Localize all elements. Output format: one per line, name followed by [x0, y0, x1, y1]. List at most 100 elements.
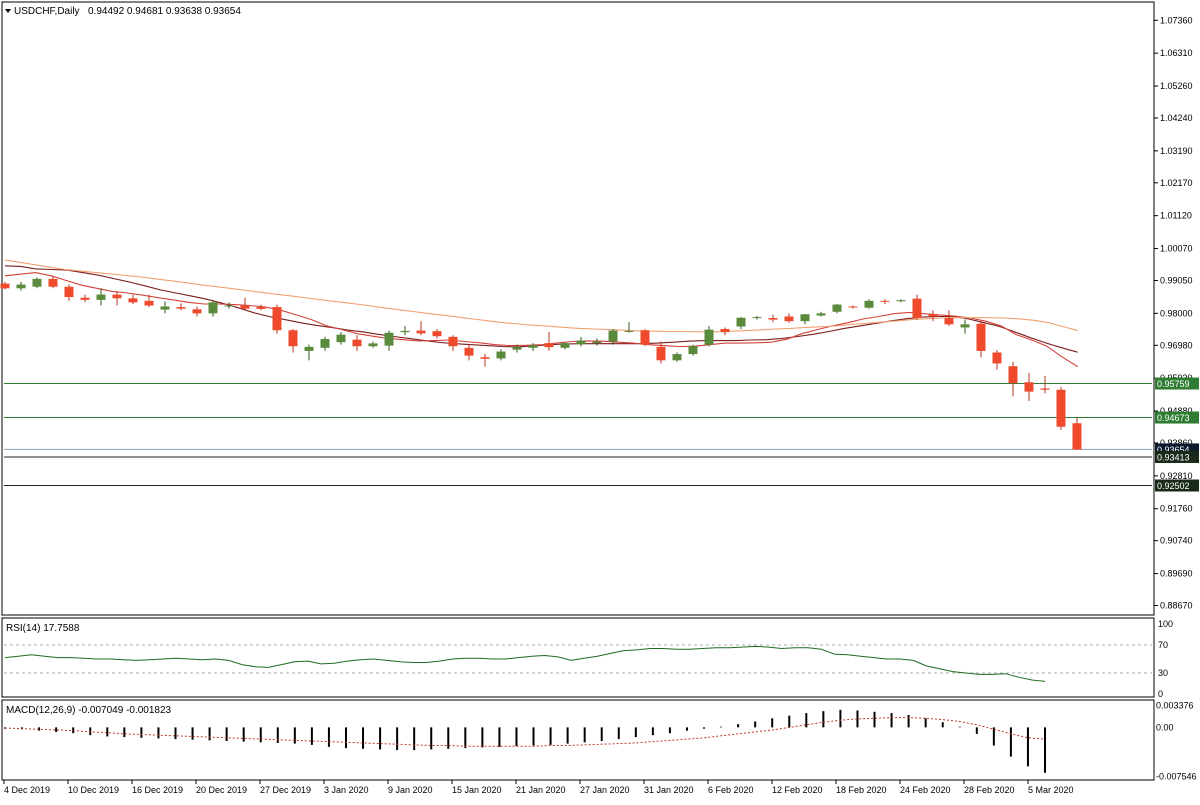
x-axis: 4 Dec 2019 10 Dec 2019 16 Dec 2019 20 Dec 2… — [3, 780, 1074, 795]
rsi-tick-label: 0 — [1158, 689, 1163, 699]
candle-body — [112, 294, 122, 299]
price-tick-label: 0.89690 — [1160, 569, 1193, 579]
price-tick-label: 1.00070 — [1160, 244, 1193, 254]
candle-body — [832, 304, 842, 312]
candle-body — [192, 309, 202, 314]
candle-body — [720, 329, 730, 333]
x-tick-label: 27 Jan 2020 — [580, 785, 630, 795]
x-tick-label: 3 Jan 2020 — [324, 785, 369, 795]
moving-average-line — [4, 272, 1078, 368]
candle-body — [928, 313, 938, 317]
macd-panel-frame — [1, 699, 1155, 781]
candle-body — [384, 332, 394, 346]
macd-title: MACD(12,26,9) -0.007049 -0.001823 — [6, 705, 172, 716]
price-tick-label: 1.03190 — [1160, 146, 1193, 156]
candle-body — [448, 336, 458, 347]
rsi-title: RSI(14) 17.7588 — [6, 623, 80, 634]
level-label-box — [1155, 450, 1199, 463]
candle-body — [336, 334, 346, 343]
candle-body — [944, 318, 954, 325]
price-tick-label: 1.06310 — [1160, 48, 1193, 58]
candle-body — [672, 354, 682, 361]
candle-body — [688, 346, 698, 355]
price-tick-label: 1.01120 — [1160, 211, 1192, 221]
moving-average-line — [4, 259, 1079, 333]
candle-body — [80, 297, 90, 300]
candle-body — [272, 307, 282, 331]
x-tick-label: 12 Feb 2020 — [772, 785, 823, 795]
candle-body — [320, 339, 330, 348]
candle-body — [304, 346, 314, 351]
price-tick-label: 0.99050 — [1160, 275, 1193, 285]
candle-body — [704, 329, 714, 345]
candle-body — [496, 351, 506, 359]
candle-body — [64, 286, 74, 298]
price-tick-label: 1.05260 — [1160, 81, 1193, 91]
rsi-line — [4, 645, 1046, 682]
moving-average-line — [4, 265, 1078, 353]
candle-body — [48, 278, 58, 287]
candle-body — [176, 307, 186, 309]
candle-body — [32, 278, 42, 287]
rsi-tick-label: 100 — [1158, 619, 1173, 629]
candle-body — [16, 284, 26, 289]
candle-body — [1024, 382, 1034, 392]
price-tick-label: 1.07360 — [1160, 15, 1193, 25]
price-layer: 1.07360 1.06310 1.05260 1.04240 1.03190 1.021… — [0, 15, 1199, 610]
x-tick-label: 16 Dec 2019 — [132, 785, 183, 795]
candle-body — [608, 330, 618, 342]
candle-body — [160, 306, 170, 310]
candle-body — [592, 341, 602, 344]
price-tick-label: 1.02170 — [1160, 178, 1193, 188]
x-tick-label: 24 Feb 2020 — [900, 785, 951, 795]
candle-body — [560, 343, 570, 348]
candle-body — [128, 298, 138, 303]
price-tick-label: 1.04240 — [1160, 113, 1193, 123]
candle-body — [528, 345, 538, 348]
ohlc-values: 0.94492 0.94681 0.93638 0.93654 — [88, 6, 241, 17]
candle-body — [240, 305, 250, 309]
candle-body — [736, 317, 746, 327]
price-tick-label: 0.88670 — [1160, 600, 1193, 610]
macd-tick-label: 0.003376 — [1156, 700, 1194, 710]
level-label: 0.94673 — [1157, 413, 1190, 423]
candle-body — [1008, 366, 1018, 384]
candle-body — [432, 331, 442, 337]
candle-body — [352, 339, 362, 347]
candle-body — [576, 340, 586, 345]
symbol-title: USDCHF,Daily — [14, 6, 80, 17]
level-label-box — [1155, 377, 1199, 390]
price-tick-label: 0.92810 — [1160, 471, 1193, 481]
dropdown-triangle-icon[interactable] — [5, 9, 11, 13]
macd-tick-label: -0.007546 — [1156, 771, 1197, 781]
candle-body — [800, 314, 810, 322]
x-tick-label: 28 Feb 2020 — [964, 785, 1015, 795]
candle-body — [848, 306, 858, 308]
x-tick-label: 10 Dec 2019 — [68, 785, 119, 795]
level-label: 0.95759 — [1157, 379, 1190, 389]
candle-body — [96, 294, 106, 300]
candle-body — [144, 300, 154, 306]
candle-body — [368, 343, 378, 347]
level-label-box — [1155, 479, 1199, 492]
x-tick-label: 5 Mar 2020 — [1028, 785, 1074, 795]
level-label: 0.93413 — [1157, 452, 1190, 462]
x-tick-label: 27 Dec 2019 — [260, 785, 311, 795]
candle-body — [640, 330, 650, 345]
candle-body — [208, 302, 218, 314]
candle-body — [976, 323, 986, 351]
candle-body — [816, 313, 826, 316]
x-tick-label: 18 Feb 2020 — [836, 785, 887, 795]
rsi-tick-label: 70 — [1158, 640, 1168, 650]
price-tick-label: 0.93860 — [1160, 438, 1193, 448]
level-label: 0.93654 — [1157, 445, 1190, 455]
candle-body — [512, 347, 522, 350]
candle-body — [752, 317, 762, 319]
candle-body — [288, 330, 298, 347]
price-panel-frame — [1, 1, 1155, 616]
candle-body — [896, 300, 906, 302]
x-tick-label: 31 Jan 2020 — [644, 785, 694, 795]
candle-body — [480, 357, 490, 359]
candle-body — [864, 300, 874, 308]
